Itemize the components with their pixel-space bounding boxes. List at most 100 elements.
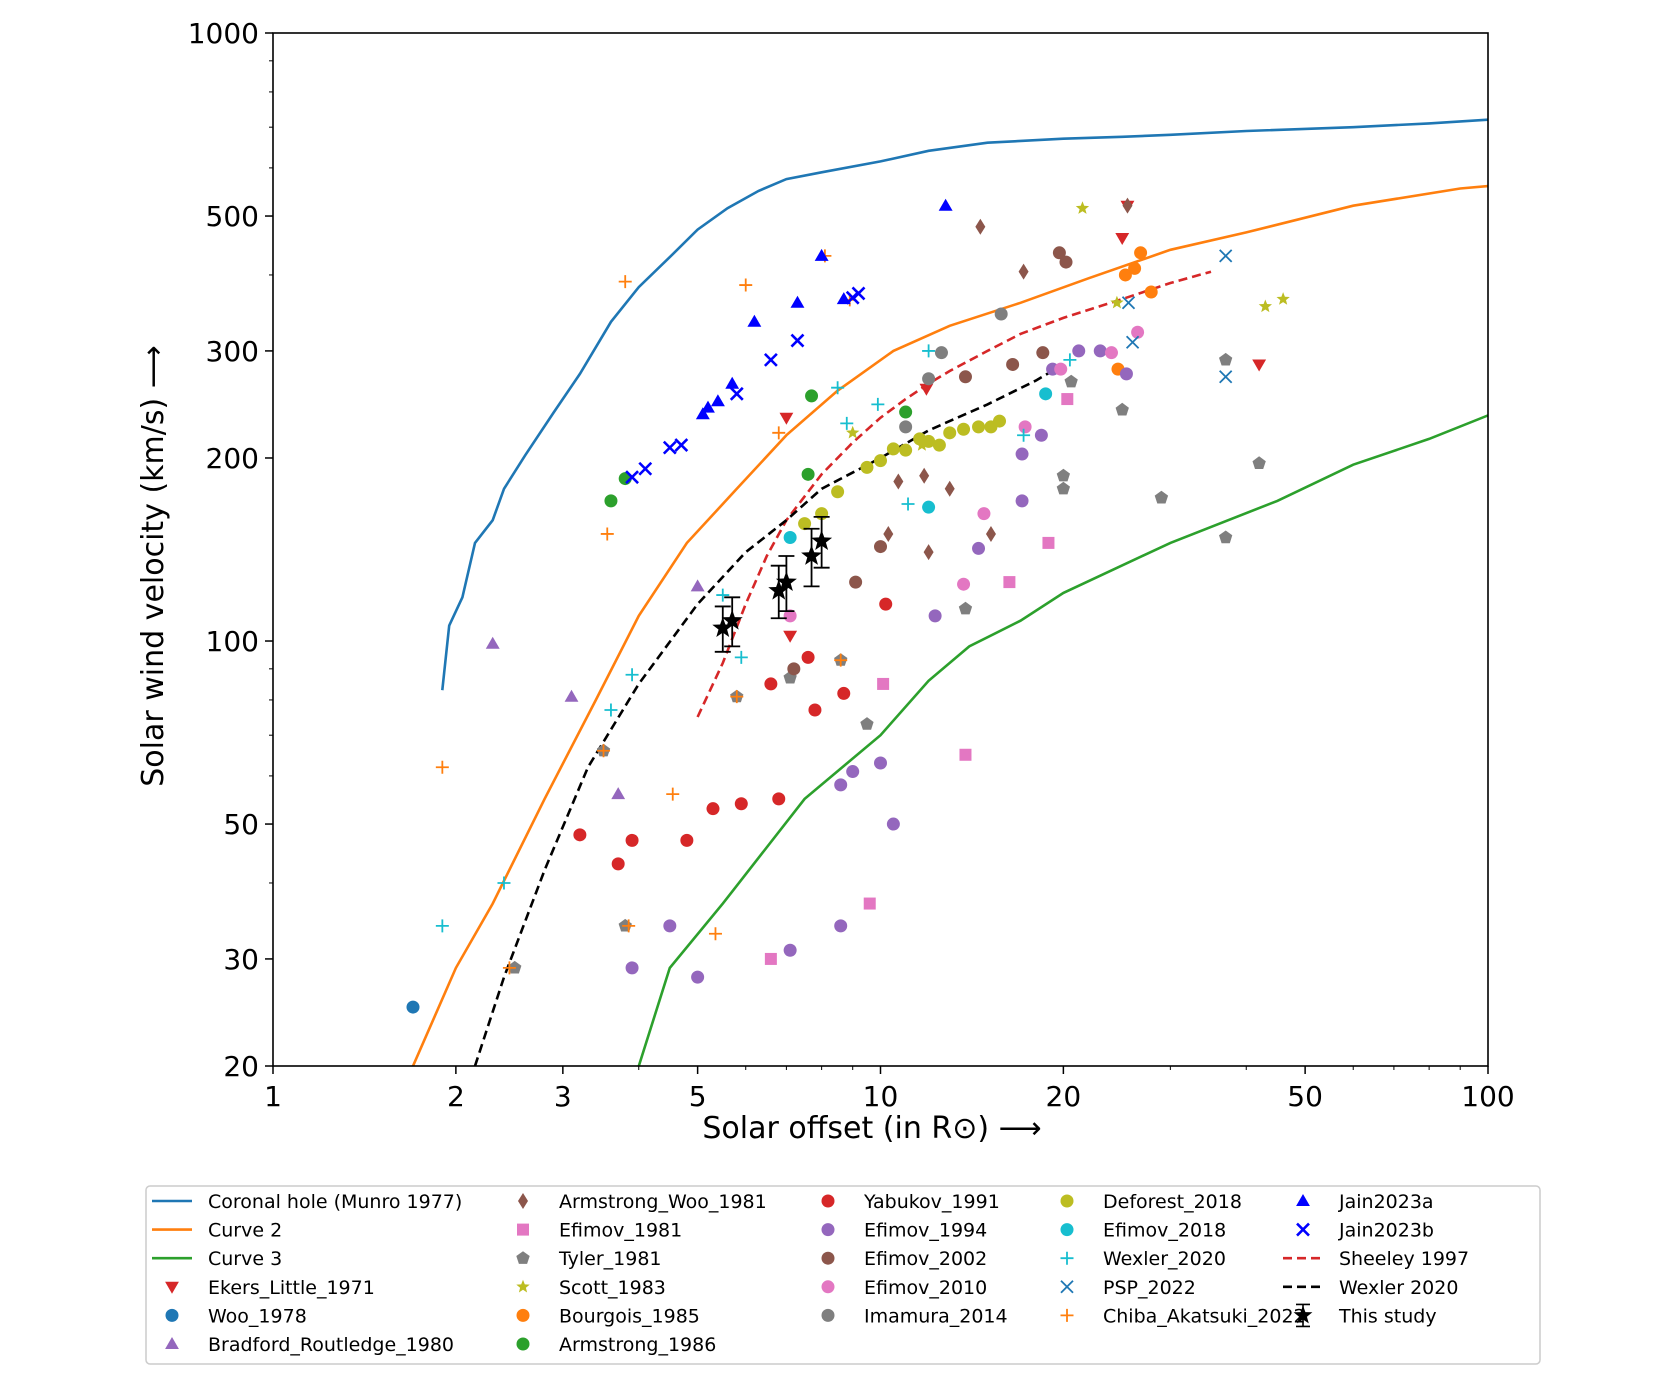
data-point [1015,494,1029,508]
data-point [1034,428,1048,442]
legend-label: Tyler_1981 [558,1248,662,1270]
data-point [502,961,516,975]
data-point [972,541,986,555]
legend-marker [165,1281,179,1294]
legend-label: Ekers_Little_1971 [208,1277,375,1299]
data-point [725,376,740,389]
legend-marker [1060,1251,1074,1265]
data-point [1052,246,1066,260]
data-point [975,218,986,235]
data-point [779,412,794,425]
legend-marker [516,1308,530,1322]
data-point [435,919,449,933]
legend-item-bourgois-1985: Bourgois_1985 [516,1305,700,1327]
y-tick-label: 20 [223,1050,259,1083]
legend-item-scott-1983: Scott_1983 [516,1277,666,1299]
legend-marker [1060,1308,1074,1322]
data-point [1054,362,1068,376]
data-point [662,440,677,455]
legend-label: Efimov_1981 [559,1220,682,1242]
x-tick-label: 10 [863,1080,899,1113]
legend-item-tyler-1981: Tyler_1981 [516,1248,662,1270]
data-point [1018,420,1032,434]
legend-item-wexler-2020: Wexler_2020 [1060,1248,1226,1270]
legend-marker [165,1337,179,1349]
data-point [1072,344,1086,358]
legend-item-woo-1978: Woo_1978 [165,1305,307,1327]
data-point [959,748,972,761]
data-point [734,650,748,664]
x-tick-label: 50 [1287,1080,1323,1113]
data-point [674,438,689,453]
data-point [846,765,860,779]
x-tick-label: 3 [554,1080,572,1113]
legend-label: This study [1338,1305,1437,1327]
legend-item-chiba-akatsuki-2022: Chiba_Akatsuki_2022 [1060,1305,1306,1327]
data-point [1219,249,1233,263]
scatter-points [406,197,1290,1014]
data-point [1064,374,1078,388]
data-point [1059,255,1073,269]
data-point [831,381,845,395]
legend-marker [516,1251,530,1264]
data-point [666,787,680,801]
legend-label: Scott_1983 [559,1277,666,1299]
legend-label: Bradford_Routledge_1980 [208,1334,454,1356]
data-point [1134,246,1148,260]
data-point [883,525,894,542]
y-tick-label: 100 [206,625,259,658]
data-point [846,425,860,439]
data-point [690,579,705,592]
data-point [1006,357,1020,371]
curve-coronal-hole-munro-1977 [441,118,1488,691]
legend-marker [821,1308,835,1322]
data-point [972,420,986,434]
data-point [764,952,777,965]
data-point [814,248,829,261]
data-point [958,370,972,384]
series-jain2023a [695,198,953,420]
y-tick-label: 1000 [188,17,259,50]
data-point [879,597,893,611]
curves [411,118,1488,1066]
data-point [1121,296,1136,310]
data-point [919,383,934,396]
data-point [1056,481,1070,495]
legend-label: PSP_2022 [1103,1277,1196,1299]
y-tick-label: 500 [206,200,259,233]
series-jain2023b [625,286,866,485]
data-point [801,467,815,481]
legend-label: Woo_1978 [208,1305,307,1327]
data-point [886,442,900,456]
data-point [994,307,1008,321]
data-point [922,500,936,514]
x-tick-label: 100 [1461,1080,1514,1113]
data-point [834,778,848,792]
legend-item-bradford-routledge-1980: Bradford_Routledge_1980 [165,1334,454,1356]
data-point [1125,335,1140,349]
curve-curve-2 [411,184,1488,1066]
legend-item-coronal-hole-munro-1977: Coronal hole (Munro 1977) [152,1191,462,1213]
data-point [768,579,790,600]
data-point [1017,428,1031,442]
data-point [957,422,971,436]
data-point [739,278,753,292]
legend-label: Efimov_2018 [1103,1220,1226,1242]
data-point [625,833,639,847]
legend-label: Wexler 2020 [1339,1277,1458,1299]
legend-item-psp-2022: PSP_2022 [1060,1277,1196,1299]
legend-marker [518,1193,528,1209]
legend-marker [1060,1194,1074,1208]
series-woo-1978 [406,1000,420,1014]
data-point [808,703,822,717]
y-tick-label: 300 [206,335,259,368]
data-point [625,470,639,485]
data-point [497,876,511,890]
data-point [763,352,778,367]
data-point [1252,359,1267,372]
data-point [701,400,715,413]
data-point [1075,201,1090,214]
data-point [922,372,936,386]
data-point [985,525,996,542]
data-point [721,609,743,630]
